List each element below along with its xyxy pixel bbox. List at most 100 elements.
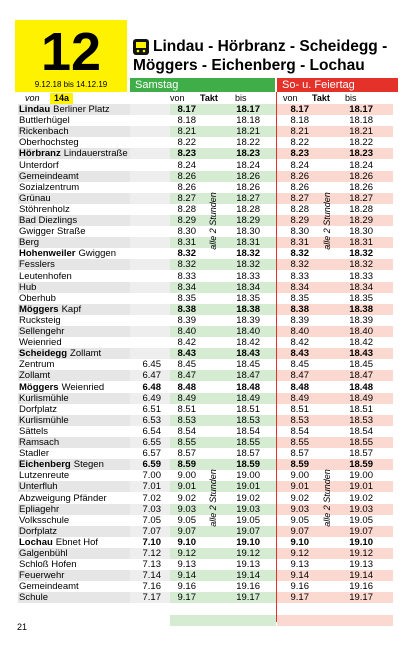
time: 8.26 — [177, 170, 197, 182]
time: 8.49 — [177, 392, 197, 404]
stop: Stadler — [19, 448, 50, 460]
time: 8.30 — [177, 226, 197, 238]
time: 8.31 — [290, 237, 310, 249]
row-stripe — [18, 481, 130, 493]
time: 9.07 — [290, 525, 310, 537]
time: 19.00 — [349, 470, 373, 482]
row-stripe — [170, 592, 276, 604]
stop: Sellengehr — [19, 326, 65, 337]
time: 8.30 — [290, 226, 310, 238]
stop: Epliagehr — [19, 503, 60, 515]
row-stripe — [170, 370, 276, 382]
row-stripe — [170, 392, 276, 404]
time: 6.57 — [142, 448, 162, 460]
row-stripe — [18, 370, 130, 382]
time: 8.28 — [290, 203, 310, 215]
time: 9.02 — [290, 492, 310, 504]
time: 18.24 — [236, 159, 260, 171]
time: 7.01 — [142, 481, 162, 493]
row-stripe — [130, 525, 170, 537]
time: 8.53 — [177, 414, 197, 426]
time: 18.59 — [236, 459, 260, 471]
time: 8.38 — [290, 303, 310, 315]
time: 9.16 — [290, 581, 310, 593]
time: 9.17 — [177, 592, 197, 604]
stop: Gwigger Straße — [19, 226, 86, 238]
time: 18.26 — [349, 181, 373, 193]
place: Möggers — [19, 303, 59, 315]
time: 8.21 — [290, 126, 310, 138]
time: 9.05 — [177, 514, 197, 526]
row-stripe — [277, 481, 393, 493]
time: 8.27 — [290, 192, 310, 204]
time: 18.18 — [236, 115, 260, 127]
time: 8.23 — [177, 148, 197, 160]
time: 8.38 — [177, 303, 197, 315]
row-stripe — [277, 570, 393, 582]
row-stripe — [18, 192, 130, 204]
stop: Lutzenreute — [19, 470, 70, 482]
time: 6.47 — [142, 370, 162, 382]
time: 19.05 — [349, 514, 373, 526]
stop: Galgenbühl — [19, 548, 68, 559]
time: 18.27 — [349, 192, 373, 204]
time: 6.49 — [142, 392, 162, 404]
time: 7.14 — [142, 570, 162, 582]
time: 18.47 — [236, 370, 260, 382]
row-stripe — [170, 481, 276, 493]
time: 7.03 — [142, 503, 162, 515]
time: 9.12 — [177, 548, 197, 559]
stop: Berg — [19, 237, 40, 249]
row-stripe — [18, 592, 130, 604]
time: 9.13 — [177, 559, 197, 571]
time: 6.51 — [142, 403, 162, 415]
time: 8.40 — [177, 326, 197, 337]
row-stripe — [170, 348, 276, 360]
time: 8.57 — [177, 448, 197, 460]
stop: Sättels — [19, 425, 49, 437]
row-stripe — [277, 303, 393, 315]
time: 18.42 — [236, 337, 260, 349]
row-stripe — [130, 437, 170, 449]
row-stripe — [130, 104, 170, 116]
row-stripe — [170, 503, 276, 515]
time: 19.01 — [349, 481, 373, 493]
stop: Ramsach — [19, 437, 60, 448]
time: 8.43 — [177, 348, 197, 360]
time: 8.42 — [290, 337, 310, 349]
row-stripe — [18, 348, 130, 360]
time: 8.35 — [290, 292, 310, 304]
time: 18.59 — [349, 459, 373, 471]
time: 8.47 — [177, 370, 197, 382]
place: Hohenweiler — [19, 248, 76, 260]
time: 19.14 — [349, 570, 373, 582]
stop: Fesslers — [19, 259, 55, 271]
time: 9.01 — [177, 481, 197, 493]
time: 18.51 — [349, 403, 373, 415]
time: 9.00 — [290, 470, 310, 482]
row-stripe — [130, 192, 170, 204]
time: 18.38 — [349, 303, 373, 315]
stop: Dorfplatz — [19, 403, 58, 415]
time: 8.27 — [177, 192, 197, 204]
row-stripe — [277, 259, 393, 271]
row-stripe — [130, 414, 170, 426]
row-stripe — [170, 414, 276, 426]
time: 19.00 — [236, 470, 260, 482]
row-stripe — [277, 326, 393, 338]
time: 6.45 — [142, 359, 162, 371]
stop: Kurlismühle — [19, 414, 69, 426]
time: 8.39 — [177, 314, 197, 326]
time: 9.03 — [290, 503, 310, 515]
time: 18.21 — [349, 126, 373, 138]
time: 8.55 — [177, 437, 197, 448]
time: 8.49 — [290, 392, 310, 404]
time: 18.26 — [349, 170, 373, 182]
row-stripe — [277, 414, 393, 426]
time: 18.26 — [236, 181, 260, 193]
time: 9.13 — [290, 559, 310, 571]
row-stripe — [170, 570, 276, 582]
stop: Sozialzentrum — [19, 181, 80, 193]
stop: Bad Diezlings — [19, 215, 78, 226]
time: 8.39 — [290, 314, 310, 326]
